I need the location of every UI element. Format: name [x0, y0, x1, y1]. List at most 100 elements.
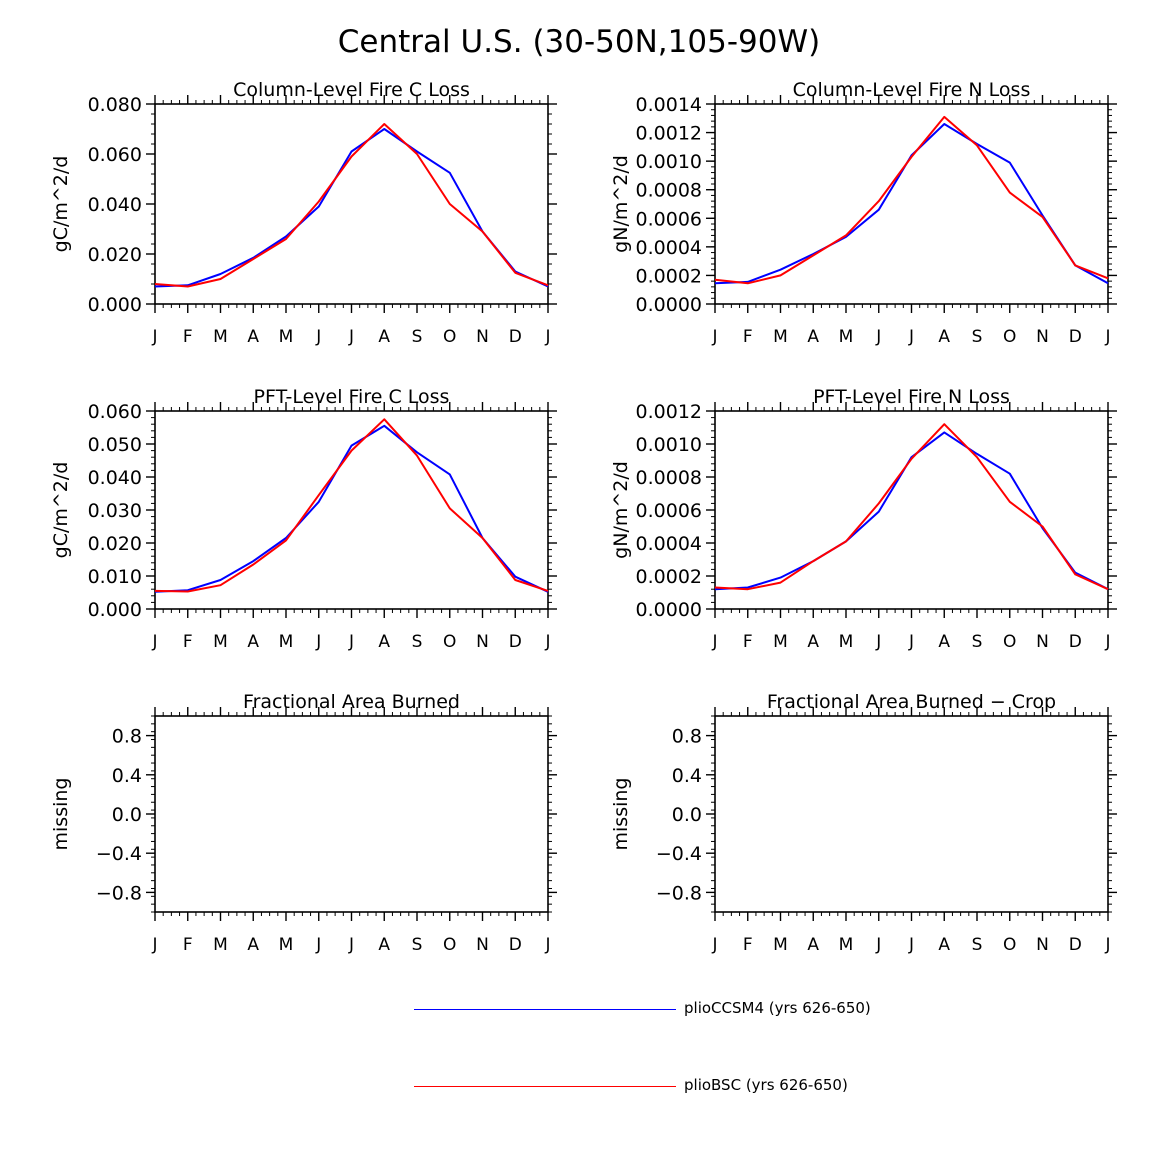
series-line-pliobsc: [154, 123, 549, 288]
y-tick-label: 0.0: [672, 804, 702, 826]
y-tick-label: 0.8: [672, 726, 702, 748]
panel-title: Fractional Area Burned: [243, 691, 460, 713]
y-axis-label: missing: [610, 778, 632, 851]
x-tick-label: J: [151, 632, 157, 652]
x-tick-label: M: [839, 935, 854, 955]
legend-line-pliobsc: [414, 1086, 676, 1087]
y-tick-label: 0.0008: [636, 180, 702, 202]
x-tick-label: J: [544, 327, 550, 347]
x-tick-label: J: [544, 632, 550, 652]
y-tick-label: 0.8: [112, 726, 142, 748]
panel-title: Column-Level Fire C Loss: [233, 79, 470, 101]
legend-label-pliobsc: plioBSC (yrs 626-650): [684, 1076, 848, 1094]
panel-title: Column-Level Fire N Loss: [793, 79, 1031, 101]
y-tick-label: 0.000: [88, 294, 142, 316]
y-tick-label: 0.030: [88, 500, 142, 522]
y-tick-label: 0.0012: [636, 401, 702, 423]
panel-4: J F M A M J J A S O N D J0.00000.00020.00040.00060.0…: [610, 386, 1117, 652]
x-tick-label: M: [213, 327, 228, 347]
y-tick-label: 0.0002: [636, 265, 702, 287]
x-tick-label: A: [938, 327, 950, 347]
x-tick-label: J: [348, 632, 354, 652]
x-tick-label: A: [938, 935, 950, 955]
plot-frame: [714, 715, 1109, 913]
x-tick-label: J: [315, 935, 321, 955]
x-tick-label: J: [315, 632, 321, 652]
x-tick-label: A: [247, 935, 259, 955]
x-tick-label: M: [279, 327, 294, 347]
y-axis-label: missing: [50, 778, 72, 851]
y-tick-label: −0.4: [656, 843, 702, 865]
y-axis-label: gN/m^2/d: [610, 461, 632, 559]
x-tick-label: A: [247, 632, 259, 652]
x-tick-label: F: [743, 327, 753, 347]
x-tick-label: D: [1069, 327, 1082, 347]
series-line-pliocssm4: [714, 431, 1109, 591]
y-tick-label: 0.060: [88, 401, 142, 423]
y-tick-label: 0.4: [112, 765, 142, 787]
panel-5: J F M A M J J A S O N D J−0.8−0.40.00.40.8Fractional…: [50, 691, 557, 955]
x-tick-label: J: [711, 327, 717, 347]
x-tick-label: A: [378, 632, 390, 652]
x-tick-label: N: [1036, 935, 1049, 955]
x-tick-label: J: [711, 632, 717, 652]
plot-frame: [154, 410, 549, 610]
panel-1: J F M A M J J A S O N D J0.0000.0200.0400.0600.080Co…: [50, 79, 557, 347]
x-tick-label: J: [908, 632, 914, 652]
y-tick-label: 0.050: [88, 434, 142, 456]
y-tick-label: 0.040: [88, 194, 142, 216]
x-tick-label: D: [509, 632, 522, 652]
x-tick-label: A: [807, 935, 819, 955]
x-tick-label: S: [972, 935, 983, 955]
y-tick-label: 0.0014: [636, 94, 702, 116]
x-tick-label: A: [247, 327, 259, 347]
x-tick-label: S: [412, 327, 423, 347]
x-tick-label: M: [773, 327, 788, 347]
x-tick-label: J: [544, 935, 550, 955]
panel-6: J F M A M J J A S O N D J−0.8−0.40.00.40.8Fractional…: [610, 691, 1117, 955]
y-axis-label: gC/m^2/d: [50, 156, 72, 253]
x-tick-label: O: [443, 632, 456, 652]
y-axis-label: gN/m^2/d: [610, 155, 632, 253]
y-tick-label: 0.0006: [636, 208, 702, 230]
plot-frame: [154, 103, 549, 305]
y-tick-label: 0.0012: [636, 123, 702, 145]
x-tick-label: M: [279, 632, 294, 652]
x-tick-label: D: [509, 327, 522, 347]
y-tick-label: 0.000: [88, 599, 142, 621]
legend-line-pliocssm4: [414, 1009, 676, 1010]
x-tick-label: S: [972, 327, 983, 347]
x-tick-label: N: [476, 327, 489, 347]
x-tick-label: F: [183, 632, 193, 652]
x-tick-label: N: [1036, 327, 1049, 347]
x-tick-label: J: [875, 327, 881, 347]
y-tick-label: 0.0000: [636, 294, 702, 316]
panel-2: J F M A M J J A S O N D J0.00000.00020.00040.00060.0…: [610, 79, 1117, 347]
x-tick-label: J: [315, 327, 321, 347]
x-tick-label: J: [711, 935, 717, 955]
x-tick-label: M: [213, 935, 228, 955]
x-tick-label: J: [1104, 935, 1110, 955]
x-tick-label: F: [743, 935, 753, 955]
x-tick-label: A: [807, 632, 819, 652]
figure-title: Central U.S. (30-50N,105-90W): [337, 24, 821, 60]
y-tick-label: 0.080: [88, 94, 142, 116]
x-tick-label: J: [348, 327, 354, 347]
series-line-pliobsc: [154, 418, 549, 593]
x-tick-label: M: [773, 632, 788, 652]
x-tick-label: J: [151, 327, 157, 347]
series-line-pliocssm4: [154, 128, 549, 288]
y-tick-label: 0.020: [88, 244, 142, 266]
x-tick-label: D: [1069, 632, 1082, 652]
y-tick-label: 0.0010: [636, 434, 702, 456]
x-tick-label: F: [743, 632, 753, 652]
y-tick-label: 0.0004: [636, 533, 702, 555]
panel-title: PFT-Level Fire C Loss: [254, 386, 450, 408]
y-tick-label: 0.040: [88, 467, 142, 489]
x-tick-label: A: [378, 327, 390, 347]
x-tick-label: J: [908, 327, 914, 347]
x-tick-label: O: [1003, 632, 1016, 652]
x-tick-label: J: [348, 935, 354, 955]
plot-frame: [714, 103, 1109, 305]
